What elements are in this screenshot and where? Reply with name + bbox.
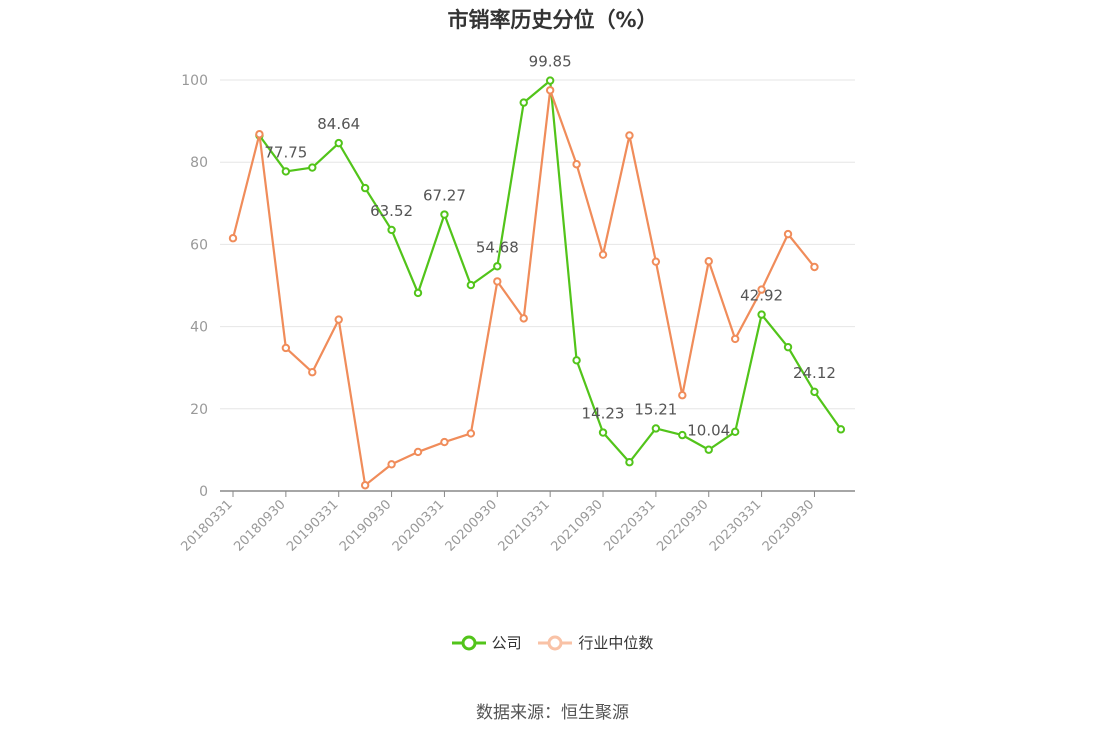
data-point-industry: [625, 131, 634, 140]
x-tick-label: 20180930: [231, 497, 288, 554]
data-point-company: [704, 445, 713, 454]
x-tick-label: 20190331: [284, 497, 341, 554]
data-point-industry: [810, 262, 819, 272]
data-label: 77.75: [264, 143, 307, 161]
x-tick-label: 20210331: [496, 497, 553, 554]
x-tick-label: 20230930: [760, 497, 817, 554]
x-tick-label: 20220930: [654, 497, 711, 554]
data-point-industry: [413, 447, 423, 457]
data-point-industry: [308, 368, 317, 377]
y-tick-label: 40: [190, 320, 208, 336]
data-point-company: [519, 98, 528, 107]
data-point-industry: [360, 481, 370, 490]
y-tick-label: 80: [190, 155, 208, 171]
legend-industry-label: 行业中位数: [578, 634, 654, 652]
x-tick-label: 20180331: [178, 497, 235, 554]
data-label: 15.21: [634, 400, 677, 418]
data-point-industry: [334, 315, 343, 324]
legend-item-industry[interactable]: 行业中位数: [538, 632, 653, 653]
data-point-industry: [598, 250, 608, 259]
data-point-company: [413, 288, 423, 298]
data-point-company: [598, 428, 608, 437]
data-point-company: [466, 280, 476, 290]
data-point-company: [651, 424, 661, 433]
data-point-company: [493, 262, 502, 271]
data-point-company: [440, 210, 449, 219]
data-point-industry: [757, 285, 766, 294]
x-tick-label: 20220331: [601, 497, 658, 554]
data-point-company: [572, 356, 581, 365]
data-point-industry: [493, 277, 502, 286]
legend: 公司 行业中位数: [0, 632, 1105, 656]
series-line-company: [258, 79, 842, 464]
data-label: 63.52: [370, 202, 413, 220]
data-label: 10.04: [687, 422, 730, 440]
data-point-industry: [519, 314, 528, 323]
data-label: 67.27: [423, 187, 466, 205]
data-label: 42.92: [740, 287, 783, 305]
x-tick-label: 20200331: [390, 497, 447, 554]
data-point-company: [625, 458, 634, 467]
y-tick-label: 100: [181, 73, 208, 89]
x-tick-label: 20190930: [337, 497, 394, 554]
x-tick-label: 20230331: [707, 497, 764, 554]
data-point-company: [281, 167, 291, 176]
data-point-industry: [678, 391, 687, 400]
data-point-industry: [704, 257, 713, 266]
data-label: 14.23: [582, 405, 625, 423]
data-label: 84.64: [317, 115, 360, 133]
data-point-industry: [255, 130, 264, 139]
data-label: 24.12: [793, 364, 836, 382]
data-point-industry: [783, 229, 793, 239]
chart-title: 市销率历史分位（%）: [447, 8, 658, 32]
data-point-industry: [730, 334, 740, 344]
legend-company-label: 公司: [491, 634, 522, 652]
data-source: 数据来源：恒生聚源: [476, 703, 629, 723]
data-point-industry: [651, 257, 661, 266]
legend-company-swatch-icon: [451, 635, 486, 650]
data-point-company: [334, 138, 343, 148]
data-point-company: [387, 225, 396, 235]
y-tick-label: 20: [190, 402, 208, 418]
data-point-company: [836, 425, 846, 434]
y-tick-label: 60: [190, 237, 208, 253]
data-point-industry: [466, 429, 476, 438]
data-point-industry: [387, 460, 396, 469]
data-point-company: [308, 163, 317, 172]
legend-industry-swatch-icon: [538, 635, 573, 650]
data-label: 54.68: [476, 238, 519, 256]
data-point-company: [810, 387, 819, 397]
data-point-company: [730, 427, 740, 437]
data-point-industry: [228, 234, 238, 243]
data-point-company: [678, 430, 687, 440]
y-tick-label: 0: [199, 484, 208, 500]
x-tick-label: 20210930: [548, 497, 605, 554]
data-point-industry: [281, 343, 291, 353]
data-point-industry: [440, 437, 449, 447]
data-label: 99.85: [529, 53, 572, 71]
data-point-company: [757, 310, 766, 319]
legend-item-company[interactable]: 公司: [451, 632, 522, 653]
data-point-company: [783, 342, 793, 352]
data-point-industry: [572, 160, 581, 169]
data-point-company: [360, 183, 370, 193]
data-point-industry: [545, 86, 555, 95]
data-point-company: [545, 76, 555, 85]
x-tick-label: 20200930: [443, 497, 500, 554]
